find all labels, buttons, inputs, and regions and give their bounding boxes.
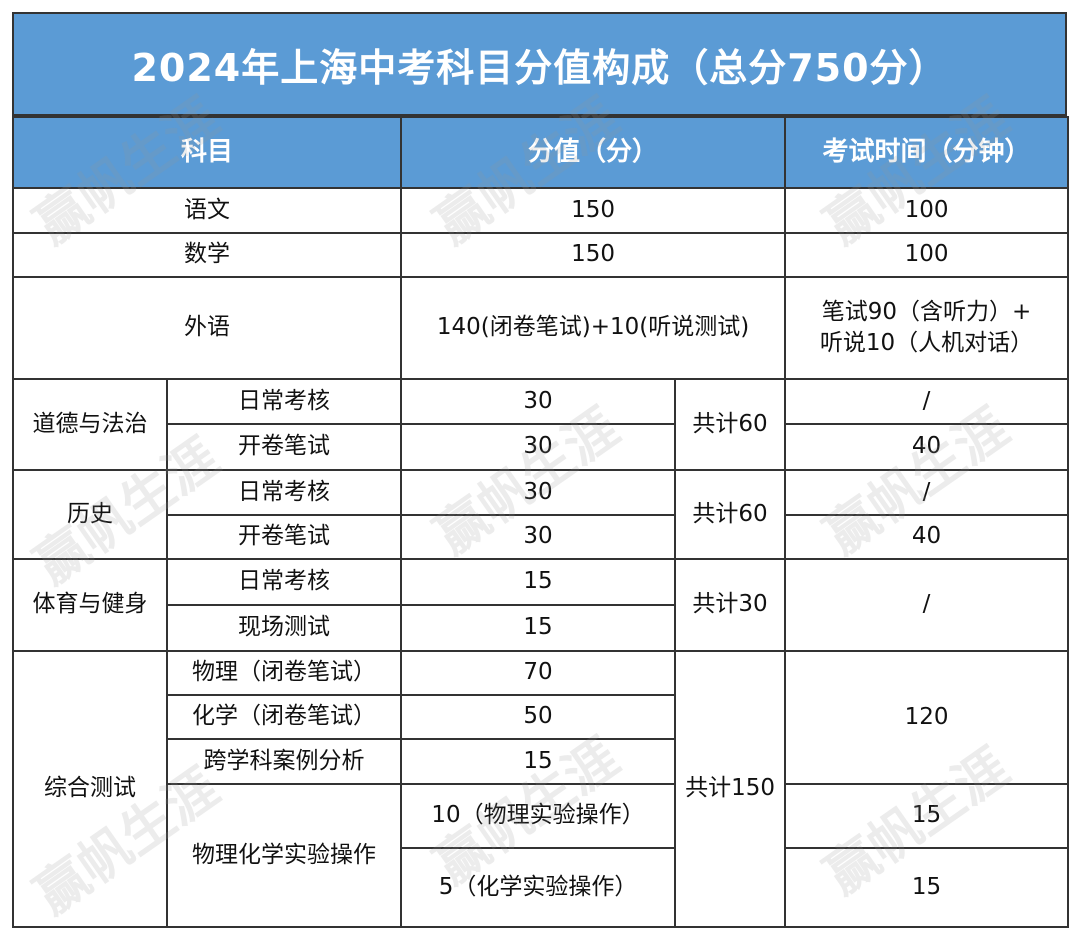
table-row: 历史 日常考核 30 共计60 / xyxy=(12,469,1070,560)
time-cell: 40 xyxy=(784,423,1070,471)
score-cell: 150 xyxy=(400,232,787,278)
score-cell: 150 xyxy=(400,187,787,234)
header-row: 科目 分值（分） 考试时间（分钟） xyxy=(11,116,1070,189)
table-row: 化学（闭卷笔试） 50 xyxy=(13,694,1068,740)
score-table: 科目 分值（分） 考试时间（分钟） 语文 150 100 数学 150 100 … xyxy=(11,116,1070,928)
time-cell: / xyxy=(784,378,1070,425)
item-cell: 开卷笔试 xyxy=(165,514,403,560)
item-cell: 日常考核 xyxy=(165,378,403,425)
table-row: 开卷笔试 30 40 xyxy=(13,423,1070,471)
time-cell: 笔试90（含听力）+ 听说10（人机对话） xyxy=(784,276,1070,380)
time-cell: 15 xyxy=(784,783,1070,849)
score-cell: 30 xyxy=(400,469,677,516)
table-row: 体育与健身 日常考核 15 共计30 / xyxy=(12,558,1070,652)
table-row: 物理化学实验操作 10（物理实验操作） 15 xyxy=(13,783,1070,928)
score-cell: 15 xyxy=(400,558,677,606)
table-row: 5（化学实验操作） 15 xyxy=(13,847,1070,928)
score-cell: 30 xyxy=(400,514,677,560)
item-cell: 开卷笔试 xyxy=(165,423,403,471)
table-row: 语文 150 100 xyxy=(11,187,1070,234)
total-cell: 共计150 xyxy=(674,650,787,928)
table-row: 数学 150 100 xyxy=(11,232,1070,278)
time-cell: 15 xyxy=(784,847,1070,928)
score-cell: 50 xyxy=(400,694,677,740)
time-line: 笔试90（含听力）+ xyxy=(821,298,1032,325)
score-cell: 70 xyxy=(400,650,677,696)
item-cell: 物理化学实验操作 xyxy=(165,783,403,928)
item-cell: 现场测试 xyxy=(165,604,403,652)
item-cell: 跨学科案例分析 xyxy=(165,738,403,785)
total-cell: 共计60 xyxy=(674,469,787,560)
score-table-document: 2024年上海中考科目分值构成（总分750分） 科目 分值（分） 考试时间（分钟… xyxy=(11,12,1070,932)
subject-cell: 道德与法治 xyxy=(12,378,168,471)
table-row: 现场测试 15 xyxy=(13,604,1068,652)
subject-cell: 历史 xyxy=(12,469,168,560)
subject-cell: 外语 xyxy=(11,276,403,380)
time-cell: 40 xyxy=(784,514,1070,560)
time-cell: 120 xyxy=(784,650,1070,785)
score-cell: 30 xyxy=(400,378,677,425)
time-line: 听说10（人机对话） xyxy=(819,330,1034,356)
header-subject: 科目 xyxy=(11,116,403,189)
subject-cell: 数学 xyxy=(11,232,403,278)
subject-cell: 综合测试 xyxy=(12,650,168,928)
item-cell: 化学（闭卷笔试） xyxy=(165,694,403,740)
time-cell: / xyxy=(784,558,1070,652)
table-row: 跨学科案例分析 15 xyxy=(13,738,1068,785)
table-row: 综合测试 物理（闭卷笔试） 70 共计150 120 xyxy=(12,650,1070,928)
table-row: 道德与法治 日常考核 30 共计60 / xyxy=(12,378,1070,471)
table-row: 开卷笔试 30 40 xyxy=(13,514,1070,560)
total-cell: 共计60 xyxy=(674,378,787,471)
score-cell: 140(闭卷笔试)+10(听说测试) xyxy=(400,276,787,380)
time-cell: / xyxy=(784,469,1070,516)
table-title: 2024年上海中考科目分值构成（总分750分） xyxy=(12,12,1067,116)
header-score: 分值（分） xyxy=(400,116,787,189)
time-cell: 100 xyxy=(784,232,1070,278)
score-cell: 30 xyxy=(400,423,677,471)
item-cell: 日常考核 xyxy=(165,558,403,606)
time-cell: 100 xyxy=(784,187,1070,234)
score-cell: 5（化学实验操作） xyxy=(400,847,677,928)
subject-cell: 语文 xyxy=(11,187,403,234)
subject-cell: 体育与健身 xyxy=(12,558,168,652)
item-cell: 日常考核 xyxy=(165,469,403,516)
header-time: 考试时间（分钟） xyxy=(784,116,1070,189)
table-row: 外语 140(闭卷笔试)+10(听说测试) 笔试90（含听力）+ 听说10（人机… xyxy=(11,276,1070,380)
score-cell: 15 xyxy=(400,604,677,652)
total-cell: 共计30 xyxy=(674,558,787,652)
score-cell: 15 xyxy=(400,738,677,785)
score-cell: 10（物理实验操作） xyxy=(400,783,677,849)
item-cell: 物理（闭卷笔试） xyxy=(165,650,403,696)
